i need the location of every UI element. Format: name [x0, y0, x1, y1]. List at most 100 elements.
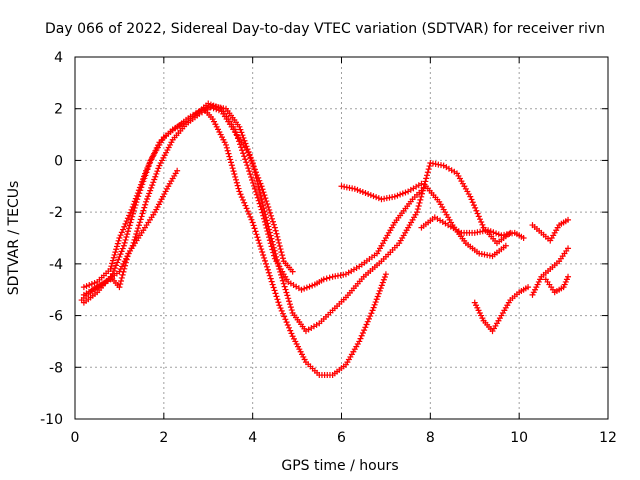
- data-point: [207, 104, 214, 111]
- data-point: [240, 134, 247, 141]
- data-point: [284, 321, 291, 328]
- data-point: [565, 216, 572, 223]
- data-point: [139, 176, 146, 183]
- data-point: [262, 260, 269, 267]
- data-point: [228, 159, 235, 166]
- data-point: [113, 243, 120, 250]
- series-track-6: [338, 180, 425, 203]
- data-point: [244, 162, 251, 169]
- data-point: [414, 209, 421, 216]
- data-point: [382, 271, 389, 278]
- data-point: [249, 179, 256, 186]
- data-point: [359, 329, 366, 336]
- data-point: [283, 319, 290, 326]
- data-point: [282, 316, 289, 323]
- x-tick-labels: 0 2 4 6 8 10 12: [71, 430, 617, 446]
- data-point: [417, 196, 424, 203]
- x-tick-label: 4: [248, 430, 257, 446]
- data-point: [301, 285, 308, 292]
- data-point: [286, 298, 293, 305]
- data-point: [111, 265, 118, 272]
- data-point: [367, 313, 374, 320]
- data-point: [246, 168, 253, 175]
- data-point: [243, 159, 250, 166]
- data-point: [470, 202, 477, 209]
- y-tick-label: -8: [49, 360, 63, 376]
- data-point: [109, 260, 116, 267]
- data-point: [257, 190, 264, 197]
- data-point: [424, 172, 431, 179]
- data-point: [323, 275, 330, 282]
- data-point: [232, 173, 239, 180]
- data-point: [250, 163, 257, 170]
- data-point: [419, 187, 426, 194]
- data-point: [126, 212, 133, 219]
- data-point: [260, 251, 267, 258]
- data-point: [274, 233, 281, 240]
- data-point: [210, 105, 217, 112]
- data-point: [142, 170, 149, 177]
- data-point: [272, 290, 279, 297]
- data-point: [116, 284, 123, 291]
- data-point: [369, 307, 376, 314]
- data-point: [271, 224, 278, 231]
- data-point: [226, 153, 233, 160]
- data-point: [271, 287, 278, 294]
- x-tick-label: 12: [599, 430, 617, 446]
- data-point: [467, 193, 474, 200]
- data-point: [281, 283, 288, 290]
- data-point: [278, 249, 285, 256]
- data-point: [262, 257, 269, 264]
- data-point: [258, 196, 265, 203]
- data-point: [137, 181, 144, 188]
- data-point: [265, 223, 272, 230]
- data-point: [254, 234, 261, 241]
- data-point: [373, 194, 380, 201]
- data-point: [279, 310, 286, 317]
- data-point: [123, 256, 130, 263]
- data-point: [121, 239, 128, 246]
- data-point: [243, 205, 250, 212]
- data-point: [298, 286, 305, 293]
- data-point: [147, 187, 154, 194]
- data-point: [123, 234, 130, 241]
- data-point: [256, 240, 263, 247]
- data-point: [260, 205, 267, 212]
- data-point: [270, 284, 277, 291]
- data-point: [133, 192, 140, 199]
- data-point: [249, 177, 256, 184]
- data-point: [247, 171, 254, 178]
- data-point: [257, 193, 264, 200]
- data-point: [287, 304, 294, 311]
- data-point: [134, 228, 141, 235]
- data-point: [128, 206, 135, 213]
- data-point: [148, 156, 155, 163]
- data-point: [265, 203, 272, 210]
- data-point: [285, 295, 292, 302]
- data-point: [266, 272, 273, 279]
- data-point: [259, 249, 266, 256]
- x-tick-label: 10: [510, 430, 528, 446]
- data-point: [473, 207, 480, 214]
- data-point: [278, 274, 285, 281]
- data-point: [274, 296, 281, 303]
- series-track-8: [471, 284, 532, 335]
- data-point: [135, 222, 142, 229]
- data-point: [247, 213, 254, 220]
- data-point: [120, 226, 127, 233]
- data-marks: [78, 100, 572, 379]
- data-point: [378, 282, 385, 289]
- data-point: [263, 198, 270, 205]
- series-track-4: [80, 167, 181, 306]
- data-point: [143, 198, 150, 205]
- data-point: [253, 231, 260, 238]
- data-point: [259, 199, 266, 206]
- data-point: [88, 281, 95, 288]
- data-point: [272, 250, 279, 257]
- y-tick-label: 0: [54, 153, 63, 169]
- data-point: [478, 219, 485, 226]
- series-track-11: [542, 273, 572, 296]
- axis-ticks: [74, 56, 609, 420]
- data-point: [153, 145, 160, 152]
- data-point: [213, 106, 220, 113]
